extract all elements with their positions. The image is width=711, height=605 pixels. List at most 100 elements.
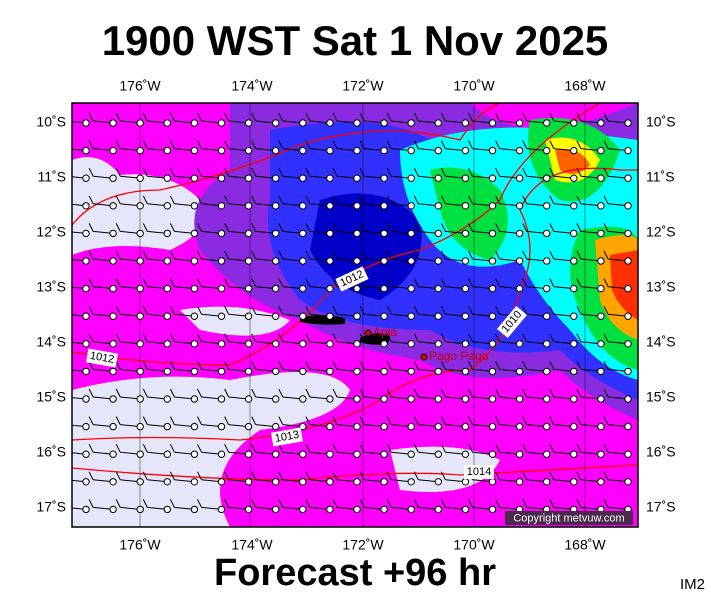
wind-station — [197, 443, 226, 458]
wind-feather — [386, 305, 392, 315]
station-dot — [109, 312, 117, 320]
wind-station — [522, 112, 551, 127]
station-dot — [299, 422, 307, 431]
wind-feather — [468, 278, 473, 287]
wind-station — [549, 223, 578, 238]
station-dot — [217, 395, 226, 403]
wind-feather — [359, 250, 365, 260]
wind-station — [522, 416, 551, 431]
station-dot — [570, 450, 578, 458]
corner-label: IM2 — [680, 576, 705, 593]
wind-station — [115, 140, 144, 155]
wind-feather — [197, 471, 202, 481]
station-dot — [217, 367, 226, 376]
station-dot — [434, 367, 442, 376]
wind-station — [332, 499, 361, 514]
wind-feather — [359, 333, 365, 343]
wind-station — [72, 478, 90, 486]
wind-station — [359, 223, 388, 238]
station-dot — [515, 119, 524, 127]
lon-label-top: 168˚W — [564, 78, 606, 94]
station-dot — [624, 174, 632, 182]
wind-feather — [142, 499, 148, 508]
wind-feather — [359, 416, 365, 425]
wind-station — [224, 195, 253, 210]
station-dot — [299, 229, 307, 238]
wind-station — [251, 195, 280, 210]
station-dot — [190, 119, 199, 127]
wind-feather — [251, 278, 257, 287]
station-dot — [244, 202, 253, 210]
wind-station — [224, 361, 253, 376]
station-dot — [461, 284, 470, 293]
station-dot — [272, 284, 280, 293]
station-dot — [461, 367, 470, 376]
wind-feather — [549, 333, 555, 343]
lon-label-top: 172˚W — [342, 78, 384, 94]
station-dot — [163, 478, 172, 486]
wind-feather — [386, 471, 392, 481]
wind-station — [522, 471, 551, 486]
station-dot — [163, 229, 172, 238]
station-dot — [488, 119, 497, 127]
wind-feather — [468, 223, 473, 232]
wind-feather — [386, 278, 392, 287]
wind-feather — [495, 388, 501, 398]
station-dot — [543, 202, 551, 210]
station-dot — [461, 505, 470, 514]
wind-feather — [603, 112, 609, 122]
wind-feather — [413, 167, 419, 177]
wind-feather — [332, 250, 338, 260]
wind-station — [251, 499, 280, 514]
station-dot — [299, 284, 307, 293]
wind-station — [468, 250, 497, 265]
wind-feather — [522, 388, 528, 398]
wind-station — [440, 361, 470, 376]
lat-label-right: 14˚S — [646, 334, 676, 350]
wind-station — [72, 229, 90, 238]
wind-feather — [169, 471, 175, 481]
wind-feather — [386, 388, 392, 398]
wind-station — [413, 223, 442, 238]
wind-station — [359, 305, 388, 320]
wind-feather — [603, 388, 609, 398]
wind-feather — [224, 223, 230, 232]
lat-label-left: 16˚S — [36, 444, 66, 460]
wind-station — [142, 388, 172, 403]
wind-station — [386, 471, 415, 486]
wind-station — [549, 278, 578, 293]
wind-station — [522, 140, 551, 155]
station-dot — [326, 422, 334, 431]
wind-station — [386, 416, 415, 431]
wind-station — [386, 250, 415, 265]
wind-station — [576, 167, 605, 182]
station-dot — [597, 202, 605, 210]
wind-station — [359, 388, 388, 403]
wind-feather — [332, 499, 338, 508]
wind-feather — [440, 416, 446, 425]
station-dot — [136, 422, 144, 431]
place-name: Pago Pago — [429, 349, 489, 363]
station-dot — [407, 505, 415, 514]
wind-station — [169, 250, 199, 265]
wind-feather — [413, 305, 419, 315]
wind-station — [169, 361, 199, 376]
station-dot — [244, 257, 253, 265]
wind-feather — [603, 305, 609, 315]
station-dot — [136, 340, 144, 348]
station-dot — [109, 229, 117, 238]
station-dot — [190, 395, 199, 403]
station-dot — [353, 202, 361, 210]
wind-feather — [305, 250, 311, 260]
wind-feather — [440, 471, 446, 481]
wind-station — [359, 333, 388, 348]
wind-station — [440, 278, 470, 293]
wind-station — [197, 333, 226, 348]
lat-label-right: 16˚S — [646, 444, 676, 460]
wind-station — [332, 250, 361, 265]
wind-feather — [522, 250, 528, 260]
station-dot — [136, 505, 144, 514]
station-dot — [217, 312, 226, 320]
wind-feather — [440, 278, 446, 287]
isobar-label-bg — [271, 427, 303, 447]
